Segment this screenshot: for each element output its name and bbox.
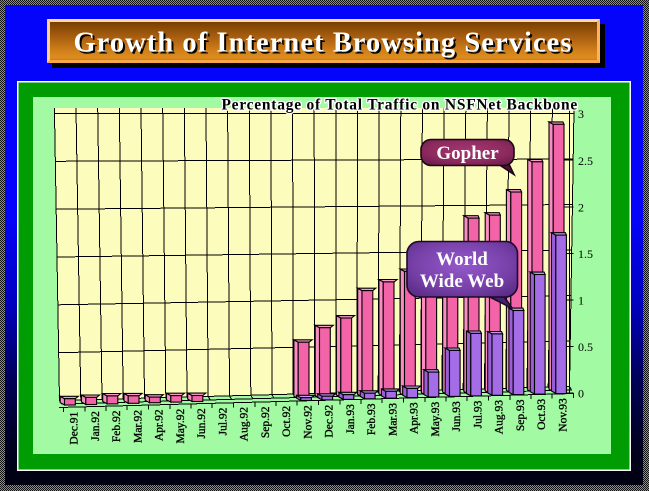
svg-text:Apr.92: Apr.92	[154, 409, 166, 441]
svg-text:Nov.92: Nov.92	[302, 405, 314, 439]
svg-text:Jan.93: Jan.93	[345, 404, 357, 434]
svg-text:Jun.92: Jun.92	[196, 408, 208, 439]
svg-text:Aug.93: Aug.93	[494, 400, 506, 434]
svg-text:2: 2	[578, 200, 584, 214]
svg-text:Feb.92: Feb.92	[111, 410, 123, 442]
svg-text:Oct.93: Oct.93	[536, 399, 548, 430]
svg-text:May.93: May.93	[430, 402, 442, 437]
svg-text:1: 1	[578, 293, 584, 307]
svg-text:Percentage of Total Traffic on: Percentage of Total Traffic on NSFNet Ba…	[221, 97, 578, 114]
svg-text:0: 0	[578, 387, 584, 401]
svg-text:May.92: May.92	[175, 409, 187, 444]
svg-text:3: 3	[578, 107, 584, 121]
svg-text:Jul.93: Jul.93	[472, 400, 484, 428]
svg-text:World: World	[436, 249, 488, 270]
svg-text:Growth of Internet Browsing Se: Growth of Internet Browsing Services	[75, 30, 574, 61]
svg-text:Nov.93: Nov.93	[557, 398, 569, 432]
svg-text:Feb.93: Feb.93	[366, 403, 378, 435]
svg-text:Growth of Internet Browsing Se: Growth of Internet Browsing Services	[73, 28, 572, 59]
svg-text:Mar.92: Mar.92	[132, 410, 144, 443]
svg-text:Gopher: Gopher	[436, 143, 499, 164]
svg-text:Dec.91: Dec.91	[69, 411, 81, 444]
svg-text:Wide Web: Wide Web	[420, 271, 504, 292]
svg-text:0.5: 0.5	[578, 340, 593, 354]
svg-text:Mar.93: Mar.93	[387, 403, 399, 436]
svg-text:Sep.93: Sep.93	[515, 399, 527, 431]
svg-text:Sep.92: Sep.92	[260, 406, 272, 438]
svg-text:1.5: 1.5	[578, 247, 593, 261]
svg-text:Oct.92: Oct.92	[281, 406, 293, 437]
svg-text:2.5: 2.5	[578, 154, 593, 168]
svg-text:Aug.92: Aug.92	[239, 407, 251, 441]
svg-text:Jun.93: Jun.93	[451, 401, 463, 432]
svg-text:Jan.92: Jan.92	[90, 411, 102, 441]
svg-text:Jul.92: Jul.92	[217, 407, 229, 435]
svg-text:Dec.92: Dec.92	[324, 404, 336, 437]
svg-text:Apr.93: Apr.93	[409, 402, 421, 434]
